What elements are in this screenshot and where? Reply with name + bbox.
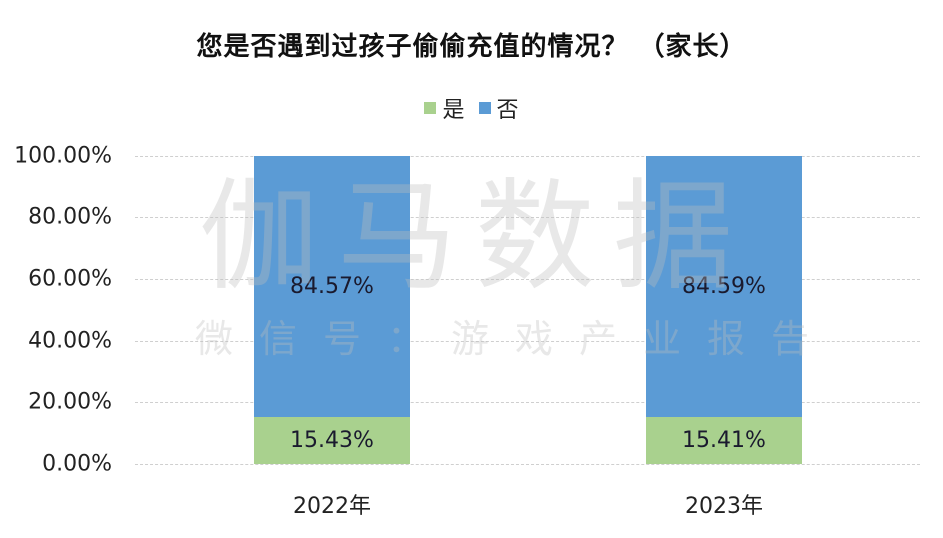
bar-segment-no: 84.57%	[254, 156, 410, 417]
legend-item-yes: 是	[424, 92, 465, 124]
gridline-0	[135, 464, 920, 465]
bar-2023: 84.59% 15.41%	[646, 156, 802, 464]
legend-label-yes: 是	[442, 98, 465, 123]
bar-2022: 84.57% 15.43%	[254, 156, 410, 464]
x-tick-label-2023: 2023年	[685, 494, 763, 519]
y-tick-label: 40.00%	[28, 328, 112, 354]
y-tick-label: 20.00%	[28, 389, 112, 415]
y-tick-label: 80.00%	[28, 204, 112, 230]
bar-segment-yes: 15.41%	[646, 417, 802, 464]
data-label-yes-2022: 15.43%	[290, 428, 374, 453]
gridline-40	[135, 341, 920, 342]
gridline-80	[135, 217, 920, 218]
legend-item-no: 否	[478, 92, 519, 124]
legend-swatch-no	[478, 102, 491, 114]
data-label-no-2023: 84.59%	[682, 274, 766, 299]
gridline-60	[135, 279, 920, 280]
chart-legend: 是 否	[0, 92, 943, 124]
data-label-yes-2023: 15.41%	[682, 428, 766, 453]
bar-segment-yes: 15.43%	[254, 417, 410, 464]
chart-title: 您是否遇到过孩子偷偷充值的情况？ （家长）	[196, 32, 747, 62]
legend-swatch-yes	[424, 102, 437, 114]
y-tick-label: 0.00%	[42, 451, 112, 477]
legend-label-no: 否	[496, 98, 519, 123]
gridline-20	[135, 402, 920, 403]
y-tick-label: 60.00%	[28, 266, 112, 292]
data-label-no-2022: 84.57%	[290, 274, 374, 299]
gridline-100	[135, 156, 920, 157]
x-tick-label-2022: 2022年	[293, 494, 371, 519]
bar-segment-no: 84.59%	[646, 156, 802, 417]
y-tick-label: 100.00%	[14, 143, 112, 169]
